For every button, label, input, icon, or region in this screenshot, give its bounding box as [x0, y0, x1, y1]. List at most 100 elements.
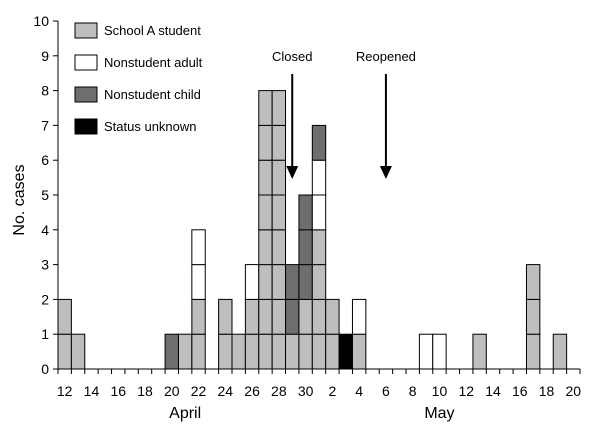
- y-tick-label: 7: [41, 117, 49, 133]
- bar-segment-school-a-student: [258, 298, 273, 335]
- x-tick-label: 18: [137, 383, 153, 399]
- bar-segment-school-a-student: [271, 264, 287, 300]
- x-tick-label: 12: [458, 383, 474, 399]
- arrow-down-icon: [379, 166, 392, 179]
- bar-segment-school-a-student: [285, 333, 300, 370]
- bar-segment-school-a-student: [311, 264, 327, 300]
- bar-segment-school-a-student: [271, 90, 287, 126]
- bar-segment-school-a-student: [258, 333, 273, 370]
- bar-segment-school-a-student: [271, 333, 287, 370]
- x-tick-label: 18: [539, 383, 555, 399]
- bar-segment-nonstudent-child: [164, 333, 179, 370]
- y-ticks-layer: 0 1 2 3 4 5 6 7 8 9 10: [33, 13, 58, 377]
- bar-segment-school-a-student: [244, 298, 260, 335]
- bar-segment-school-a-student: [258, 124, 273, 161]
- x-tick-label: 16: [512, 383, 528, 399]
- annotations-layer: Closed Reopened: [272, 49, 416, 179]
- bar-segment-status-unknown: [338, 333, 353, 370]
- bar-segment-nonstudent-child: [311, 124, 327, 161]
- bar-segment-school-a-student: [552, 333, 568, 370]
- bar-segment-school-a-student: [258, 90, 273, 126]
- bar-segment-school-a-student: [351, 333, 367, 370]
- x-tick-label: 6: [382, 383, 390, 399]
- y-tick-label: 9: [41, 48, 49, 64]
- x-tick-label: 12: [57, 383, 73, 399]
- bar-segment-school-a-student: [271, 194, 287, 231]
- legend-swatch: [74, 118, 98, 135]
- bar-segment-school-a-student: [298, 333, 313, 370]
- month-label: May: [424, 405, 454, 422]
- bar-segment-school-a-student: [57, 298, 72, 335]
- legend-label: Nonstudent child: [104, 87, 201, 102]
- bar-segment-school-a-student: [311, 229, 327, 266]
- bar-segment-school-a-student: [325, 298, 340, 335]
- y-tick-label: 3: [41, 257, 49, 273]
- bar-segment-school-a-student: [271, 298, 287, 335]
- month-label: April: [169, 405, 201, 422]
- bar-segment-school-a-student: [258, 264, 273, 300]
- bar-segment-nonstudent-child: [298, 264, 313, 300]
- y-tick-label: 5: [41, 187, 49, 203]
- bar-segment-nonstudent-adult: [191, 229, 206, 266]
- legend-swatch: [74, 86, 98, 103]
- x-tick-label: 8: [409, 383, 417, 399]
- x-tick-label: 30: [298, 383, 314, 399]
- bar-segment-school-a-student: [271, 159, 287, 196]
- legend-label: Status unknown: [104, 119, 197, 134]
- bar-segment-nonstudent-adult: [191, 264, 206, 300]
- bar-segment-school-a-student: [271, 124, 287, 161]
- y-tick-label: 8: [41, 83, 49, 99]
- bar-segment-nonstudent-adult: [432, 333, 447, 370]
- bar-segment-nonstudent-adult: [311, 194, 327, 231]
- x-tick-label: 22: [191, 383, 207, 399]
- x-tick-label: 10: [432, 383, 448, 399]
- annotation-label: Closed: [272, 49, 312, 64]
- y-tick-label: 1: [41, 326, 49, 342]
- bar-segment-nonstudent-child: [298, 229, 313, 266]
- x-tick-label: 4: [355, 383, 363, 399]
- y-tick-label: 4: [41, 222, 49, 238]
- x-tick-label: 20: [566, 383, 582, 399]
- bar-segment-nonstudent-adult: [418, 333, 434, 370]
- x-tick-label: 26: [244, 383, 260, 399]
- bar-segment-school-a-student: [258, 194, 273, 231]
- bar-segment-school-a-student: [191, 298, 206, 335]
- y-axis-label: No. cases: [11, 164, 28, 235]
- arrow-down-icon: [286, 166, 299, 179]
- annotation-label: Reopened: [356, 49, 416, 64]
- bar-segment-nonstudent-child: [285, 264, 300, 300]
- x-tick-label: 14: [485, 383, 501, 399]
- bar-segment-nonstudent-adult: [244, 264, 260, 300]
- bar-segment-school-a-student: [472, 333, 487, 370]
- x-ticks-layer: 12 14 16 18 20 22 24 26 28 30 2 4 6 8 10 12 14 16 18 20: [57, 369, 581, 399]
- bar-segment-nonstudent-adult: [351, 298, 367, 335]
- bar-segment-school-a-student: [177, 333, 193, 370]
- bar-segment-school-a-student: [57, 333, 72, 370]
- legend-label: Nonstudent adult: [104, 55, 203, 70]
- bar-segment-school-a-student: [218, 298, 233, 335]
- y-tick-label: 2: [41, 291, 49, 307]
- bar-segment-nonstudent-child: [298, 194, 313, 231]
- legend-swatch: [74, 54, 98, 71]
- bar-segment-school-a-student: [258, 229, 273, 266]
- y-tick-label: 0: [41, 361, 49, 377]
- x-tick-label: 24: [218, 383, 234, 399]
- bar-segment-school-a-student: [258, 159, 273, 196]
- legend-swatch: [74, 22, 98, 39]
- bar-segment-school-a-student: [244, 333, 260, 370]
- bar-segment-school-a-student: [298, 298, 313, 335]
- bar-segment-school-a-student: [311, 298, 327, 335]
- x-tick-label: 14: [84, 383, 100, 399]
- legend-label: School A student: [104, 23, 201, 38]
- bar-segment-school-a-student: [525, 298, 541, 335]
- bar-segment-school-a-student: [191, 333, 206, 370]
- bar-segment-school-a-student: [231, 333, 246, 370]
- x-tick-label: 20: [164, 383, 180, 399]
- bars-layer: [57, 90, 568, 370]
- bar-segment-school-a-student: [271, 229, 287, 266]
- x-tick-label: 16: [110, 383, 126, 399]
- x-tick-label: 28: [271, 383, 287, 399]
- bar-segment-nonstudent-child: [285, 298, 300, 335]
- x-tick-label: 2: [328, 383, 336, 399]
